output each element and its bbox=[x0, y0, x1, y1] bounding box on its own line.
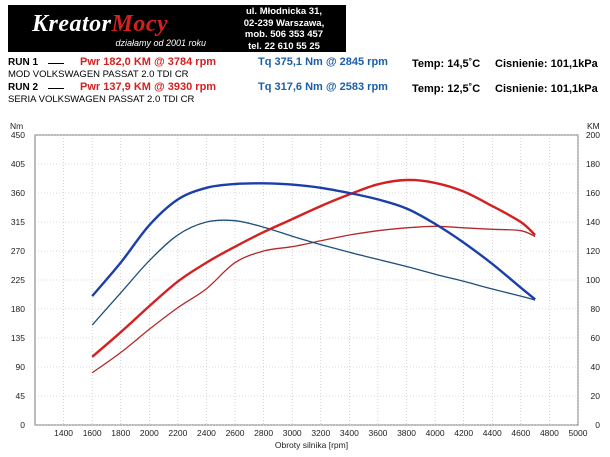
x-tick-label: 3200 bbox=[311, 428, 330, 438]
y-tick-label-right: 120 bbox=[586, 246, 600, 256]
y-tick-label-left: 405 bbox=[11, 159, 25, 169]
y-tick-label-left: 270 bbox=[11, 246, 25, 256]
x-tick-label: 2200 bbox=[168, 428, 187, 438]
series-line-power-run1 bbox=[91, 178, 536, 358]
y-tick-label-left: 180 bbox=[11, 304, 25, 314]
y-tick-label-right: 140 bbox=[586, 217, 600, 227]
x-tick-label: 1600 bbox=[83, 428, 102, 438]
run-1-legend-line bbox=[48, 63, 64, 64]
x-tick-label: 3800 bbox=[397, 428, 416, 438]
series-line-power-run2 bbox=[91, 225, 536, 374]
x-tick-label: 4400 bbox=[483, 428, 502, 438]
y-tick-label-right: 40 bbox=[591, 362, 601, 372]
run-2-legend-line bbox=[48, 88, 64, 89]
run-1-label: RUN 1 bbox=[8, 57, 39, 68]
x-tick-label: 3600 bbox=[368, 428, 387, 438]
x-tick-label: 3400 bbox=[340, 428, 359, 438]
x-tick-label: 2800 bbox=[254, 428, 273, 438]
series-line-torque-run1 bbox=[91, 182, 536, 301]
contact-line: 02-239 Warszawa, bbox=[243, 17, 325, 29]
x-tick-label: 2000 bbox=[140, 428, 159, 438]
x-tick-label: 3000 bbox=[283, 428, 302, 438]
y-axis-label-right: KM bbox=[587, 121, 600, 131]
y-axis-label-left: Nm bbox=[10, 121, 23, 131]
y-tick-label-right: 60 bbox=[591, 333, 601, 343]
y-tick-label-left: 45 bbox=[16, 391, 26, 401]
run-2-pressure: Cisnienie: 101,1kPa bbox=[495, 83, 598, 95]
run-2-car: SERIA VOLKSWAGEN PASSAT 2.0 TDI CR bbox=[8, 94, 195, 105]
y-tick-label-left: 0 bbox=[20, 420, 25, 430]
logo-wordmark: KreatorMocy bbox=[32, 11, 169, 37]
y-tick-label-right: 80 bbox=[591, 304, 601, 314]
x-tick-label: 4600 bbox=[511, 428, 530, 438]
contact-line: ul. Młodnicka 31, bbox=[245, 6, 323, 17]
x-tick-label: 2400 bbox=[197, 428, 216, 438]
y-tick-label-right: 100 bbox=[586, 275, 600, 285]
x-tick-label: 4000 bbox=[426, 428, 445, 438]
x-tick-label: 2600 bbox=[226, 428, 245, 438]
y-tick-label-left: 90 bbox=[16, 362, 26, 372]
x-axis-label: Obroty silnika [rpm] bbox=[275, 440, 348, 450]
run-2-label: RUN 2 bbox=[8, 82, 39, 93]
run-1-pressure: Cisnienie: 101,1kPa bbox=[495, 58, 598, 70]
run-1-torque: Tq 375,1 Nm @ 2845 rpm bbox=[258, 56, 388, 68]
logo-tagline: działamy od 2001 roku bbox=[115, 38, 206, 48]
contact-block: ul. Młodnicka 31, 02-239 Warszawa, mob. … bbox=[222, 5, 346, 52]
contact-line: tel. 22 610 55 25 bbox=[248, 40, 320, 52]
brand-logo: KreatorMocy działamy od 2001 roku bbox=[8, 5, 222, 52]
run-2-torque: Tq 317,6 Nm @ 2583 rpm bbox=[258, 81, 388, 93]
y-tick-label-left: 225 bbox=[11, 275, 25, 285]
dyno-chart: 1400 1600 1800 2000 2200 2400 2600 2800 3000 3200… bbox=[10, 121, 601, 450]
x-tick-label: 1800 bbox=[111, 428, 130, 438]
x-tick-label: 5000 bbox=[569, 428, 588, 438]
run-1-car: MOD VOLKSWAGEN PASSAT 2.0 TDI CR bbox=[8, 69, 189, 80]
run-summary: RUN 1 Pwr 182,0 KM @ 3784 rpm Tq 375,1 N… bbox=[0, 55, 610, 105]
run-2-temperature: Temp: 12,5˚C bbox=[412, 83, 481, 95]
series-line-torque-run2 bbox=[91, 219, 536, 326]
run-2-power: Pwr 137,9 KM @ 3930 rpm bbox=[80, 81, 217, 93]
y-tick-label-right: 0 bbox=[595, 420, 600, 430]
run-1-power: Pwr 182,0 KM @ 3784 rpm bbox=[80, 56, 217, 68]
x-tick-label: 4200 bbox=[454, 428, 473, 438]
x-tick-label: 1400 bbox=[54, 428, 73, 438]
x-tick-label: 4800 bbox=[540, 428, 559, 438]
y-tick-label-left: 450 bbox=[11, 130, 25, 140]
y-tick-label-left: 360 bbox=[11, 188, 25, 198]
y-tick-label-right: 180 bbox=[586, 159, 600, 169]
contact-line: mob. 506 353 457 bbox=[244, 29, 324, 40]
y-tick-label-left: 315 bbox=[11, 217, 25, 227]
y-tick-label-right: 160 bbox=[586, 188, 600, 198]
y-tick-label-right: 20 bbox=[591, 391, 601, 401]
y-tick-label-left: 135 bbox=[11, 333, 25, 343]
y-tick-label-right: 200 bbox=[586, 130, 600, 140]
run-1-temperature: Temp: 14,5˚C bbox=[412, 58, 481, 70]
